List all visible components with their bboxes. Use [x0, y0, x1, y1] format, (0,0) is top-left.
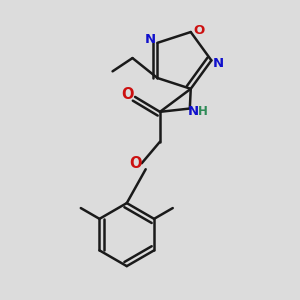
Text: N: N: [188, 105, 199, 118]
Text: N: N: [213, 57, 224, 70]
Text: O: O: [122, 87, 134, 102]
Text: H: H: [197, 105, 207, 118]
Text: O: O: [194, 24, 205, 37]
Text: N: N: [145, 33, 156, 46]
Text: O: O: [129, 156, 141, 171]
